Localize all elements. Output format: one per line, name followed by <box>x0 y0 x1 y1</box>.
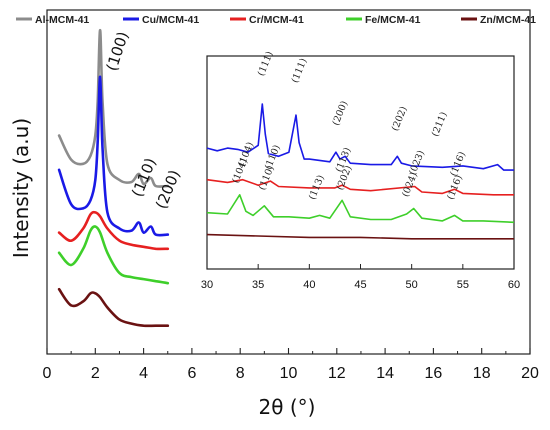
y-axis-title: Intensity (a.u) <box>9 118 33 258</box>
inset-x-tick-label: 40 <box>303 279 315 291</box>
legend-label: Cr/MCM-41 <box>249 14 304 26</box>
legend-label: Fe/MCM-41 <box>365 14 421 26</box>
main-x-ticks: 0 2 4 6 8 10 12 14 16 18 20 <box>43 348 539 382</box>
peak-label-200: (200) <box>152 167 184 211</box>
main-series-line-al-mcm-41 <box>57 28 170 188</box>
inset-series-line-zn-mcm-41 <box>206 233 514 240</box>
peak-label-100: (100) <box>103 29 133 73</box>
inset-x-tick-label: 45 <box>354 279 366 291</box>
main-series-line-zn-mcm-41 <box>57 287 170 328</box>
main-series-line-cr-mcm-41 <box>57 210 170 251</box>
inset-x-tick-label: 30 <box>201 279 213 291</box>
main-x-tick-label: 10 <box>280 365 298 382</box>
main-x-tick-label: 20 <box>521 365 539 382</box>
main-x-tick-label: 0 <box>43 365 52 382</box>
main-series-line-cu-mcm-41 <box>57 75 170 237</box>
inset-x-ticks: 30 35 40 45 50 55 60 <box>201 264 520 291</box>
main-x-tick-label: 6 <box>187 365 196 382</box>
main-x-tick-label: 16 <box>425 365 443 382</box>
inset-series-line-cu-mcm-41 <box>206 103 514 171</box>
inset-x-tick-label: 55 <box>457 279 469 291</box>
main-series-line-fe-mcm-41 <box>57 225 170 285</box>
peak-label-110: (110) <box>128 155 160 199</box>
inset-plot-frame <box>206 55 515 270</box>
inset-x-tick-label: 50 <box>406 279 418 291</box>
main-x-tick-label: 18 <box>473 365 491 382</box>
main-x-tick-label: 4 <box>139 365 148 382</box>
main-x-tick-label: 8 <box>236 365 245 382</box>
main-x-tick-label: 12 <box>328 365 346 382</box>
inset-series-group <box>206 103 515 240</box>
main-x-tick-label: 2 <box>91 365 100 382</box>
inset-series-line-cr-mcm-41 <box>206 178 514 196</box>
inset-x-tick-label: 35 <box>252 279 264 291</box>
legend-label: Al-MCM-41 <box>35 14 89 26</box>
legend: Al-MCM-41 Cu/MCM-41 Cr/MCM-41 Fe/MCM-41 Zn/M… <box>16 14 536 26</box>
main-series-group <box>57 28 170 328</box>
inset-series-line-fe-mcm-41 <box>206 194 515 224</box>
x-axis-title: 2θ (°) <box>259 395 316 419</box>
inset-x-tick-label: 60 <box>508 279 520 291</box>
legend-label: Zn/MCM-41 <box>480 14 536 26</box>
legend-label: Cu/MCM-41 <box>142 14 199 26</box>
main-x-tick-label: 14 <box>376 365 394 382</box>
